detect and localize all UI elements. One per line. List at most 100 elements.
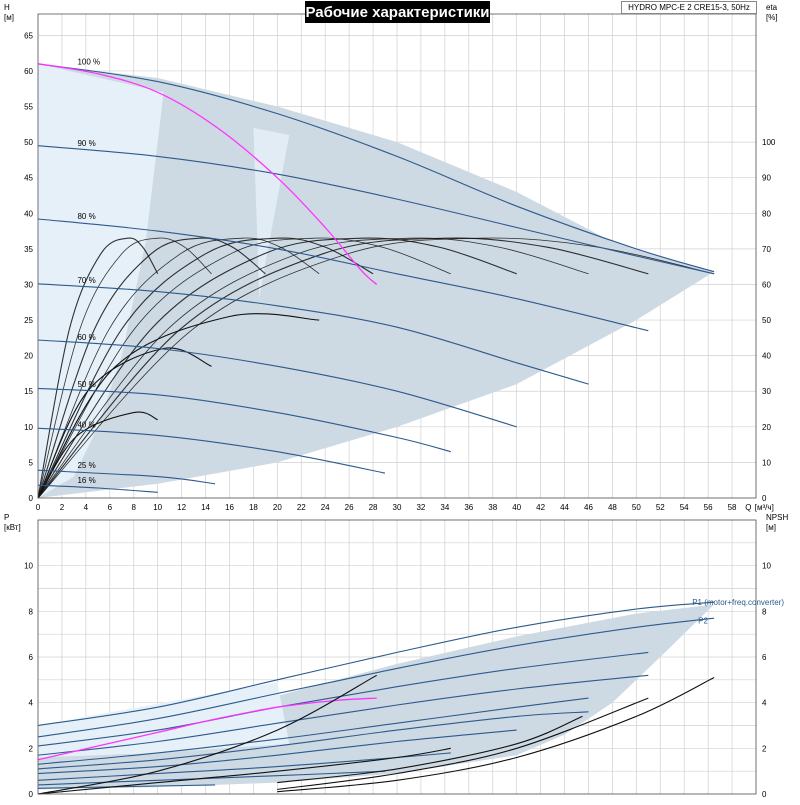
x-tick-label: 6 — [108, 503, 113, 512]
head-curve — [37, 145, 715, 275]
power-curve — [37, 784, 216, 789]
y-tick-label: 25 — [24, 316, 33, 325]
p-tick-label: 8 — [29, 607, 34, 616]
x-tick-label: 44 — [560, 503, 569, 512]
x-tick-label: 0 — [36, 503, 41, 512]
x-tick-label: 26 — [345, 503, 354, 512]
chart-title: Рабочие характеристики — [305, 1, 490, 23]
eta-tick-label: 40 — [762, 352, 771, 361]
eta-curve — [37, 237, 266, 499]
x-tick-label: 46 — [584, 503, 593, 512]
eta-tick-label: 10 — [762, 458, 771, 467]
eta-tick-label: 0 — [762, 494, 767, 503]
eta-tick-label: 60 — [762, 280, 771, 289]
npsh-axis-label: NPSH — [766, 513, 788, 522]
head-curve — [37, 469, 216, 485]
speed-label: 100 % — [77, 58, 100, 67]
speed-label: 25 % — [77, 461, 95, 470]
y-tick-label: 60 — [24, 67, 33, 76]
p-tick-label: 0 — [29, 790, 34, 799]
y-tick-label: 30 — [24, 280, 33, 289]
x-tick-label: 22 — [297, 503, 306, 512]
npsh-tick-label: 6 — [762, 653, 767, 662]
x-tick-label: 40 — [512, 503, 521, 512]
eta-curve — [37, 237, 589, 499]
speed-label: 80 % — [77, 212, 95, 221]
x-tick-label: 56 — [704, 503, 713, 512]
speed-label: 50 % — [77, 380, 95, 389]
eta-tick-label: 70 — [762, 245, 771, 254]
x-tick-label: 4 — [84, 503, 89, 512]
speed-label: 60 % — [77, 333, 95, 342]
npsh-curve — [277, 697, 649, 790]
y-tick-label: 0 — [29, 494, 34, 503]
power-curve — [37, 601, 715, 727]
x-tick-label: 30 — [393, 503, 402, 512]
eta-tick-label: 90 — [762, 174, 771, 183]
speed-label: 70 % — [77, 276, 95, 285]
p-axis-label: P — [4, 513, 9, 522]
x-tick-label: 52 — [656, 503, 665, 512]
x-tick-label: 32 — [416, 503, 425, 512]
eta-tick-label: 80 — [762, 209, 771, 218]
head-curve — [37, 387, 451, 453]
eta-tick-label: 30 — [762, 387, 771, 396]
x-tick-label: 58 — [728, 503, 737, 512]
x-tick-label: 8 — [132, 503, 137, 512]
x-tick-label: 2 — [60, 503, 65, 512]
eta-tick-label: 100 — [762, 138, 776, 147]
y-tick-label: 55 — [24, 103, 33, 112]
eta-axis-unit: [%] — [766, 13, 778, 22]
power-curve — [37, 729, 517, 775]
x-tick-label: 16 — [225, 503, 234, 512]
x-tick-label: 24 — [321, 503, 330, 512]
x-tick-label: 10 — [153, 503, 162, 512]
x-tick-label: 34 — [440, 503, 449, 512]
npsh-tick-label: 0 — [762, 790, 767, 799]
power-curve — [37, 674, 649, 756]
head-envelope-light-2 — [253, 127, 290, 299]
power-frame — [37, 519, 757, 795]
npsh-curve — [37, 674, 377, 795]
p-tick-label: 6 — [29, 653, 34, 662]
x-tick-label: 18 — [249, 503, 258, 512]
x-tick-label: 12 — [177, 503, 186, 512]
p2-label: P2 — [698, 616, 708, 625]
eta-curve — [37, 313, 320, 499]
eta-curve — [37, 237, 517, 499]
p-tick-label: 2 — [29, 744, 34, 753]
speed-label: 90 % — [77, 139, 95, 148]
y-tick-label: 5 — [29, 458, 34, 467]
eta-curve — [37, 237, 320, 499]
npsh-tick-label: 10 — [762, 562, 771, 571]
p1-label: P1 (motor+freq.converter) — [692, 598, 784, 607]
y-tick-label: 50 — [24, 138, 33, 147]
y-tick-label: 10 — [24, 423, 33, 432]
p-tick-label: 4 — [29, 699, 34, 708]
head-curve — [37, 427, 386, 474]
p-tick-label: 10 — [24, 562, 33, 571]
power-curve — [37, 770, 386, 786]
head-curve — [37, 484, 158, 493]
eta-tick-label: 50 — [762, 316, 771, 325]
npsh-tick-label: 4 — [762, 699, 767, 708]
p-axis-unit: [кВт] — [4, 523, 21, 532]
npsh-curve — [37, 747, 451, 795]
y-tick-label: 15 — [24, 387, 33, 396]
y-axis-label: H — [4, 3, 10, 12]
head-curve — [37, 63, 715, 273]
x-tick-label: 48 — [608, 503, 617, 512]
x-axis-label: Q — [745, 503, 751, 512]
x-tick-label: 28 — [369, 503, 378, 512]
x-tick-label: 14 — [201, 503, 210, 512]
npsh-tick-label: 2 — [762, 744, 767, 753]
eta-curve — [37, 237, 451, 499]
eta-tick-label: 20 — [762, 423, 771, 432]
head-curve — [37, 218, 649, 332]
y-tick-label: 45 — [24, 174, 33, 183]
power-curve — [37, 711, 589, 770]
highlight-curve — [37, 63, 378, 285]
x-tick-label: 36 — [464, 503, 473, 512]
head-curve — [37, 283, 589, 385]
